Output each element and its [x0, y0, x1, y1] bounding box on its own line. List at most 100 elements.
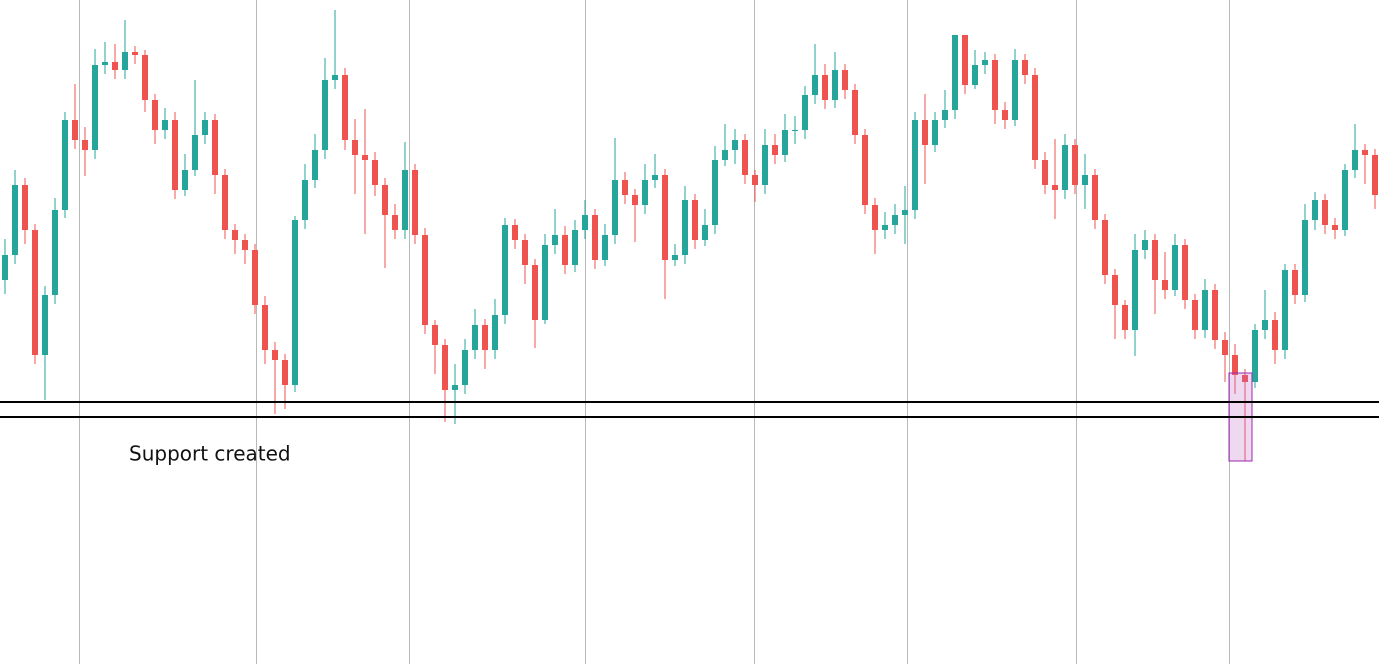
candle-body — [182, 170, 188, 190]
candle-body — [422, 235, 428, 325]
candle-body — [232, 230, 238, 240]
candle-body — [942, 110, 948, 120]
candle-body — [932, 120, 938, 145]
candle-body — [692, 200, 698, 240]
candle-body — [992, 60, 998, 110]
candle-body — [42, 295, 48, 355]
candle-body — [162, 120, 168, 130]
candle-body — [582, 215, 588, 230]
candle-body — [682, 200, 688, 255]
candle-body — [1092, 175, 1098, 220]
candle-body — [972, 65, 978, 85]
candle-body — [822, 75, 828, 100]
candle-body — [1372, 155, 1378, 195]
candle-body — [142, 55, 148, 100]
candle-body — [662, 175, 668, 260]
candle-body — [572, 230, 578, 265]
candle-body — [842, 70, 848, 90]
candle-body — [482, 325, 488, 350]
candle-body — [1112, 275, 1118, 305]
candle-body — [372, 160, 378, 185]
candle-body — [1062, 145, 1068, 190]
candle-body — [152, 100, 158, 130]
candle-body — [1172, 245, 1178, 290]
candle-body — [1192, 300, 1198, 330]
candle-body — [32, 230, 38, 355]
candle-body — [1082, 175, 1088, 185]
candle-body — [52, 210, 58, 295]
candle-body — [1332, 225, 1338, 230]
candle-body — [552, 235, 558, 245]
candle-body — [1282, 270, 1288, 350]
candle-body — [732, 140, 738, 150]
candle-body — [362, 155, 368, 160]
candle-body — [852, 90, 858, 135]
candle-body — [1042, 160, 1048, 185]
candle-body — [642, 180, 648, 205]
candle-body — [1302, 220, 1308, 295]
candle-body — [302, 180, 308, 220]
candle-body — [62, 120, 68, 210]
candle-body — [22, 185, 28, 230]
candle-body — [742, 140, 748, 175]
candle-body — [412, 170, 418, 235]
candle-body — [312, 150, 318, 180]
candle-body — [1152, 240, 1158, 280]
candle-body — [1072, 145, 1078, 185]
candle-body — [792, 130, 798, 131]
candle-body — [102, 62, 108, 65]
candle-body — [132, 52, 138, 55]
candle-body — [292, 220, 298, 385]
candle-body — [262, 305, 268, 350]
candle-body — [2, 255, 8, 280]
candle-body — [1002, 110, 1008, 120]
candle-body — [442, 345, 448, 390]
candle-body — [1142, 240, 1148, 250]
candle-body — [782, 130, 788, 155]
candle-body — [1222, 340, 1228, 355]
candle-body — [392, 215, 398, 230]
candle-body — [1352, 150, 1358, 170]
candle-body — [762, 145, 768, 185]
candle-body — [722, 150, 728, 160]
candle-body — [1272, 320, 1278, 350]
candle-body — [192, 135, 198, 170]
candle-body — [522, 240, 528, 265]
candle-body — [752, 175, 758, 185]
candle-body — [352, 140, 358, 155]
candle-body — [1052, 185, 1058, 190]
candle-body — [952, 35, 958, 110]
candle-body — [332, 75, 338, 80]
candle-body — [1362, 150, 1368, 155]
candle-body — [272, 350, 278, 360]
candle-body — [542, 245, 548, 320]
candle-body — [452, 385, 458, 390]
candle-body — [432, 325, 438, 345]
candle-body — [602, 235, 608, 260]
candle-body — [532, 265, 538, 320]
candle-body — [202, 120, 208, 135]
candle-body — [1022, 60, 1028, 75]
candle-body — [1102, 220, 1108, 275]
candle-body — [1252, 330, 1258, 382]
candle-body — [1182, 245, 1188, 300]
annotation: Support created — [129, 442, 291, 466]
candle-body — [562, 235, 568, 265]
candle-body — [1132, 250, 1138, 330]
candle-body — [1202, 290, 1208, 330]
candle-body — [712, 160, 718, 225]
candle-body — [222, 175, 228, 230]
candle-body — [1032, 75, 1038, 160]
candle-body — [1342, 170, 1348, 230]
candle-body — [772, 145, 778, 155]
candle-body — [962, 35, 968, 85]
candle-body — [902, 210, 908, 215]
candle-body — [632, 195, 638, 205]
candle-body — [512, 225, 518, 240]
candle-body — [122, 52, 128, 70]
candle-body — [892, 215, 898, 225]
candle-body — [802, 95, 808, 130]
candle-body — [832, 70, 838, 100]
